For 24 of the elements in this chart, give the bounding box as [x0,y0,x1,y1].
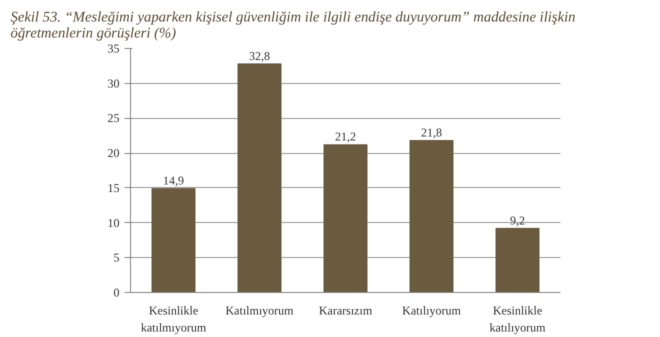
bar [152,188,196,292]
x-tick-label: Kesinlikle katılmıyorum [140,304,207,334]
y-tick-label: 5 [114,250,120,265]
x-tick-label: Kararsızım [318,304,373,318]
data-label: 21,2 [335,130,356,144]
data-label: 14,9 [163,174,184,188]
data-label: 9,2 [510,213,525,228]
chart-title: Şekil 53. “Mesleğimi yaparken kişisel güvenliğim ile ilgili endişe duyuyorum” maddesine ilişkin öğretmenlerin görüşleri (%) [10,10,576,42]
y-tick-label: 10 [108,216,120,230]
x-tick-label: Kesinlikle katılıyorum [490,304,546,334]
bar [496,228,540,292]
y-tick-label: 15 [108,180,120,195]
bar [238,63,282,292]
y-tick-label: 20 [108,146,120,160]
x-tick-label: Katılıyorum [402,304,462,318]
x-tick-label: Katılmıyorum [226,304,294,318]
bar [410,140,454,292]
data-label: 32,8 [249,48,270,63]
data-label: 21,8 [421,126,442,140]
y-tick-label: 0 [114,286,120,300]
y-tick-label: 30 [108,76,120,90]
bar [324,144,368,292]
y-tick-label: 35 [108,42,120,56]
y-tick-label: 25 [108,111,120,126]
